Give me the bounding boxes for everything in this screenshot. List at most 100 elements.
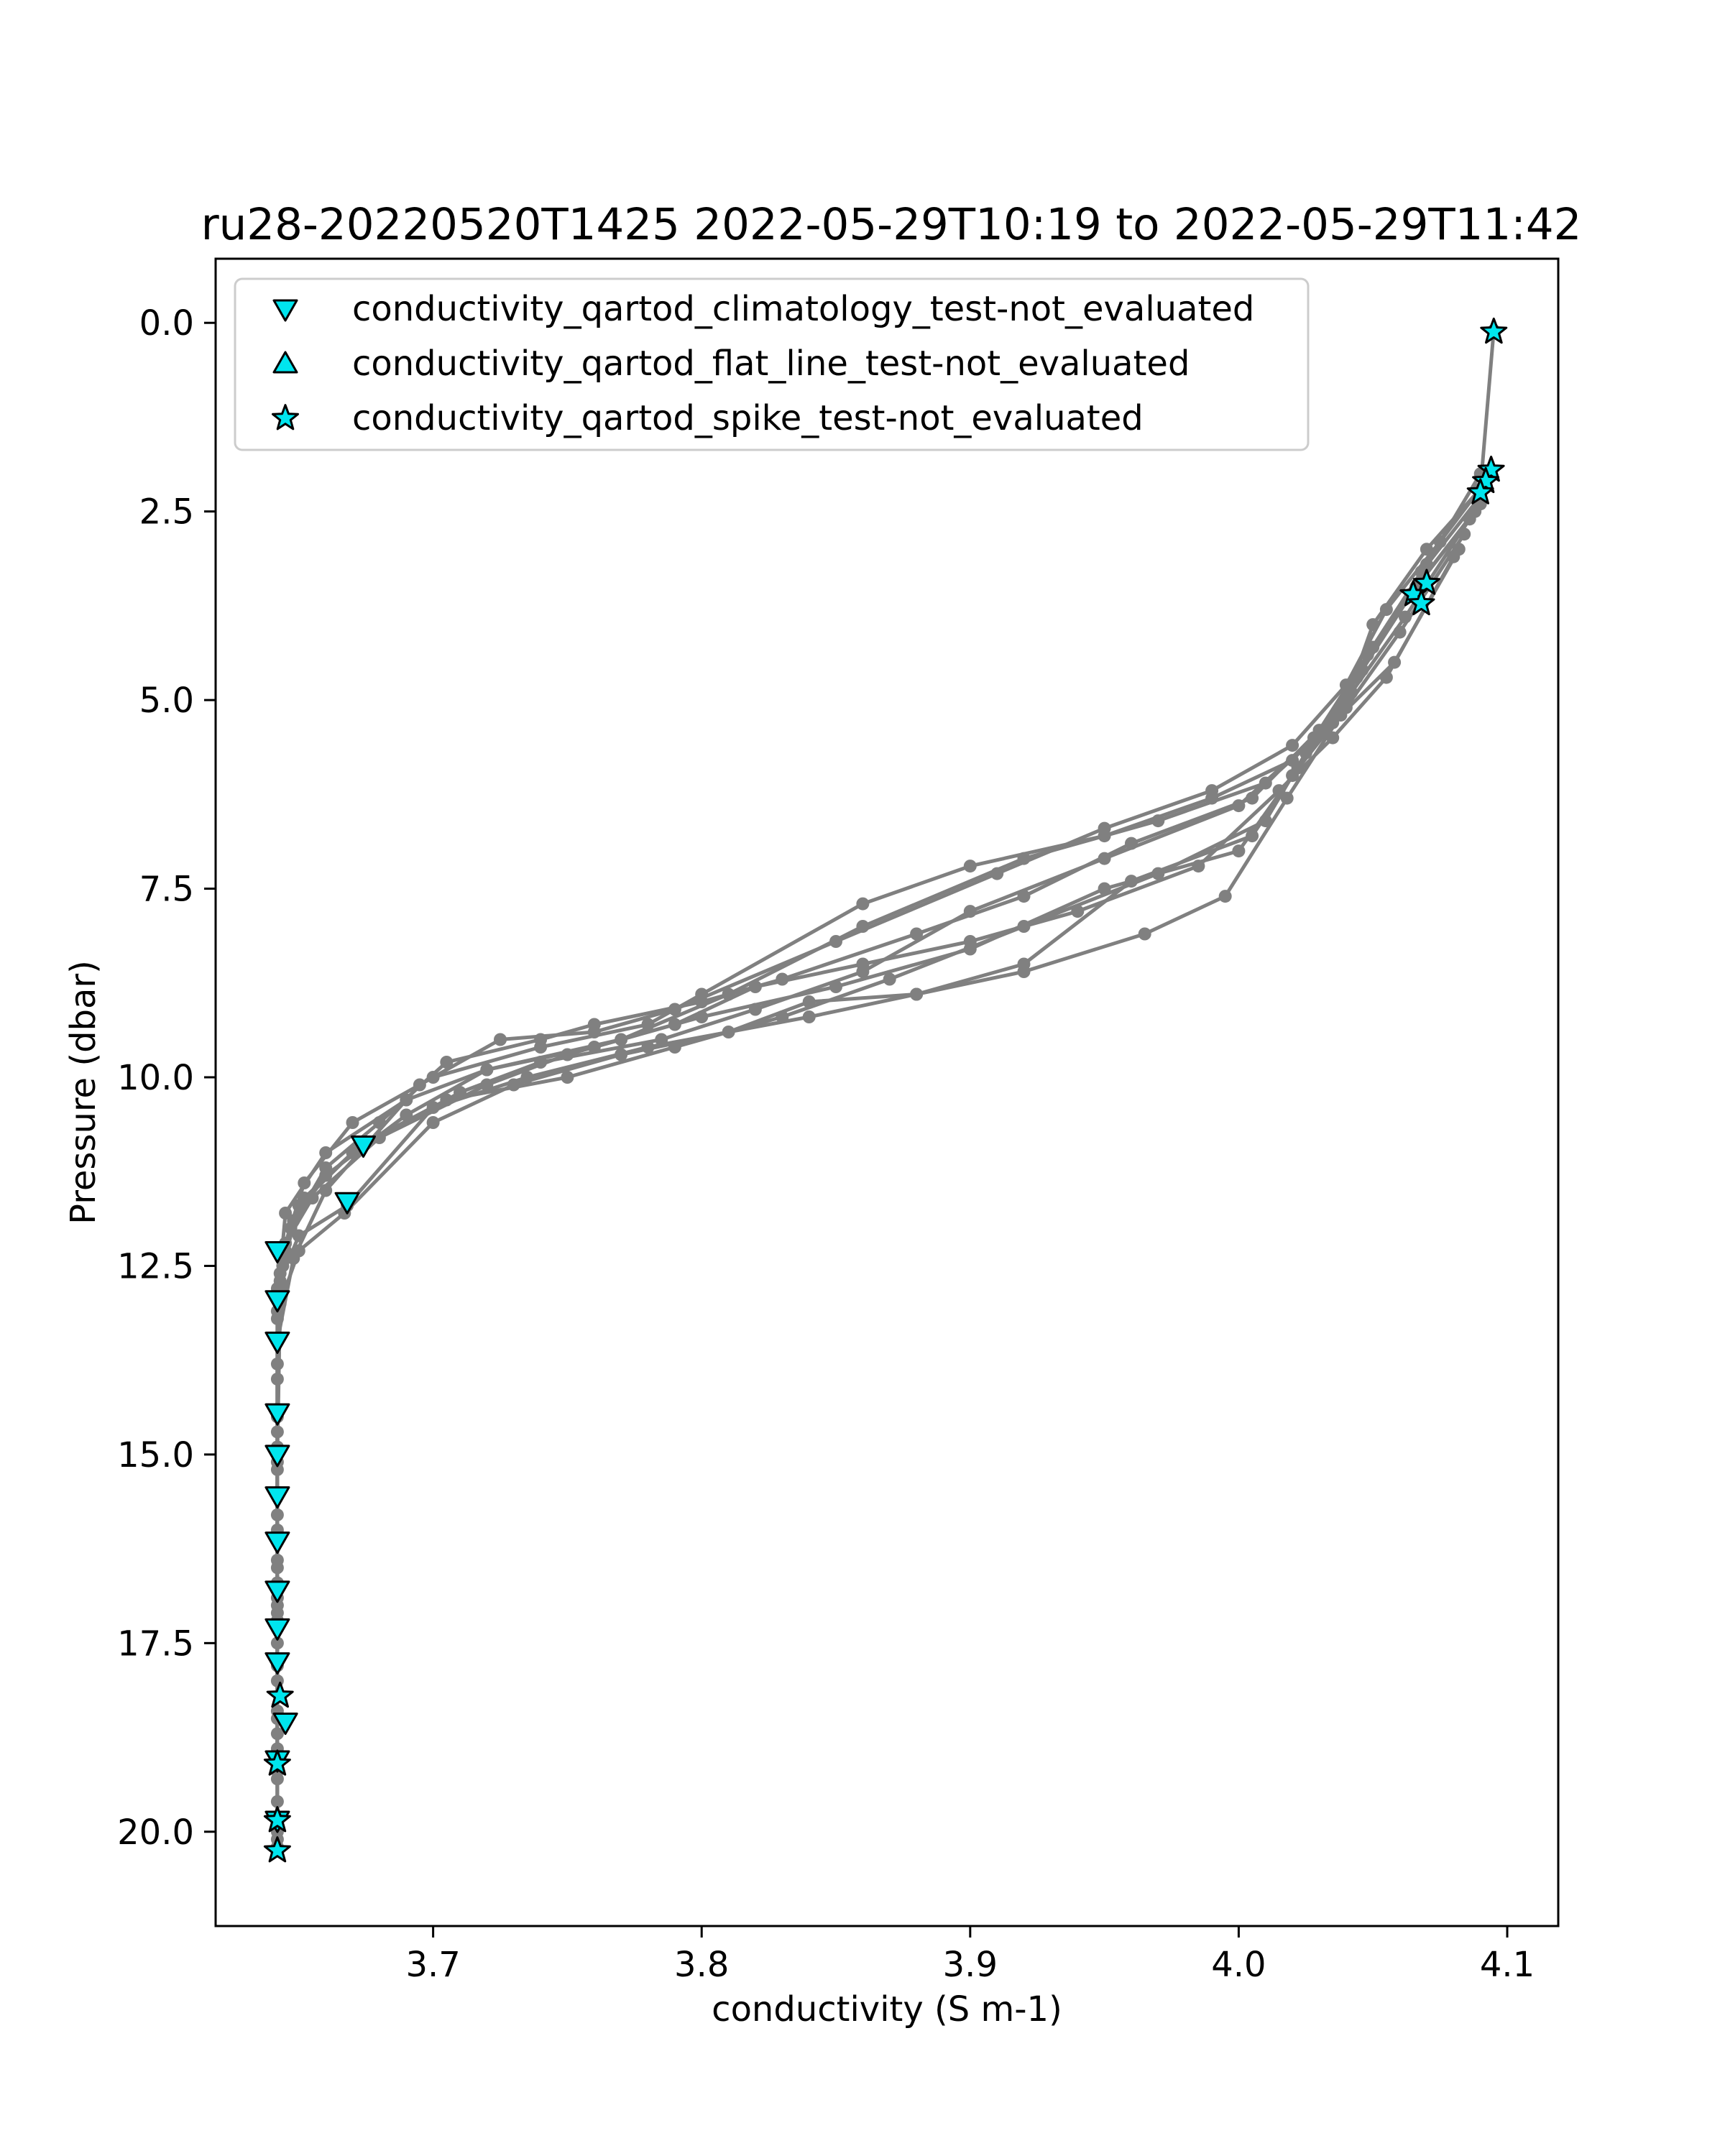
profile-point	[561, 1071, 574, 1084]
profile-point	[1071, 905, 1085, 918]
legend-label: conductivity_qartod_spike_test-not_evalu…	[352, 398, 1144, 438]
profile-point	[1017, 965, 1031, 978]
flag-marker-star	[263, 1836, 291, 1863]
flag-marker-triangle-down	[264, 1652, 290, 1675]
axis-ticks: 3.7 3.8 3.9 4.0 4.1 0.0 2.5 5.0 7.5 10.0 12.5 15.0 1…	[117, 303, 1535, 1985]
flag-marker-star	[1472, 466, 1500, 494]
profile-point	[480, 1078, 494, 1092]
profile-point	[1205, 784, 1219, 798]
flag-marker-star	[263, 1749, 291, 1776]
profile-point	[1098, 852, 1111, 865]
profile-point	[1138, 927, 1151, 941]
profile-point	[1286, 739, 1300, 752]
profile-point	[1379, 603, 1393, 617]
y-tick-label: 17.5	[117, 1623, 194, 1664]
x-axis-label: conductivity (S m-1)	[712, 1989, 1062, 2030]
y-axis-label: Pressure (dbar)	[63, 960, 104, 1225]
flag-marker-star	[266, 1681, 294, 1708]
profile-point	[561, 1048, 574, 1061]
x-tick-label: 3.8	[674, 1945, 729, 1985]
flag-marker-triangle-down	[350, 1135, 376, 1158]
flag-marker-triangle-down	[264, 1580, 290, 1603]
profile-point	[748, 980, 762, 993]
profile-point	[1334, 709, 1348, 722]
profile-point	[668, 1018, 681, 1031]
profile-point	[292, 1229, 305, 1243]
profile-point	[856, 957, 870, 971]
profile-point	[1232, 799, 1246, 813]
x-tick-label: 4.1	[1480, 1945, 1535, 1985]
profile-point	[270, 1795, 284, 1808]
profile-point	[615, 1048, 628, 1061]
y-tick-label: 0.0	[139, 303, 194, 344]
profile-point	[829, 935, 842, 948]
flag-marker-triangle-down	[264, 1445, 290, 1468]
flag-marker-star	[263, 1806, 291, 1833]
profile-point	[1151, 814, 1165, 828]
profile-point	[292, 1244, 305, 1258]
y-tick-label: 2.5	[139, 492, 194, 533]
plot-area	[263, 317, 1508, 1863]
profile-point	[1393, 625, 1407, 639]
profile-point	[305, 1192, 319, 1204]
profile-point	[1272, 784, 1286, 798]
profile-point	[372, 1131, 386, 1144]
x-tick-label: 4.0	[1211, 1945, 1266, 1985]
flag-marker-triangle-down	[264, 1290, 290, 1313]
y-tick-label: 20.0	[117, 1812, 194, 1853]
flag-marker-triangle-down	[272, 1713, 298, 1736]
profile-point	[426, 1116, 440, 1129]
legend: conductivity_qartod_climatology_test-not…	[234, 277, 1310, 451]
profile-point	[534, 1033, 548, 1046]
profile-point	[1458, 528, 1471, 541]
profile-point	[802, 995, 816, 1008]
profile-point	[480, 1063, 494, 1077]
flag-marker-triangle-down	[264, 1403, 290, 1426]
flag-marker-star	[1477, 456, 1505, 482]
legend-label: conductivity_qartod_flat_line_test-not_e…	[352, 344, 1190, 384]
profile-point	[963, 860, 977, 873]
profile-point	[829, 980, 842, 993]
flag-marker-star	[1412, 568, 1440, 595]
profile-point	[270, 1312, 284, 1325]
y-tick-label: 15.0	[117, 1435, 194, 1475]
flag-series-star	[263, 317, 1508, 1863]
profile-point	[1326, 731, 1340, 745]
profile-point	[319, 1146, 333, 1159]
x-tick-label: 3.7	[405, 1945, 460, 1985]
legend-label: conductivity_qartod_climatology_test-not…	[352, 289, 1254, 329]
flag-marker-triangle-down	[334, 1192, 360, 1215]
legend-marker-star	[272, 404, 299, 430]
y-tick-label: 7.5	[139, 870, 194, 910]
flag-marker-triangle-down	[264, 1331, 290, 1354]
flag-marker-triangle-down	[264, 1531, 290, 1554]
profile-point	[440, 1056, 454, 1069]
chart-title: ru28-20220520T1425 2022-05-29T10:19 to 2…	[201, 199, 1582, 250]
axes-frame	[214, 257, 1560, 1927]
flag-marker-triangle-down	[264, 1240, 290, 1263]
profile-point	[1192, 860, 1205, 873]
profile-point	[963, 905, 977, 918]
x-tick-label: 3.9	[943, 1945, 998, 1985]
flag-marker-star	[1466, 478, 1494, 505]
profile-point	[856, 897, 870, 911]
profile-point	[802, 1010, 816, 1023]
profile-point	[910, 987, 924, 1001]
profile-point	[963, 935, 977, 948]
profile-point	[990, 867, 1004, 880]
flag-marker-triangle-down	[264, 1618, 290, 1641]
legend-marker-triangle-up	[272, 351, 298, 374]
profile-point	[346, 1116, 359, 1129]
profile-point	[319, 1169, 333, 1182]
legend-marker-triangle-down	[272, 299, 298, 322]
profile-point	[1379, 671, 1393, 684]
flag-marker-triangle-down	[264, 1486, 290, 1509]
flag-marker-star	[1480, 317, 1508, 344]
flag-marker-star	[1407, 589, 1435, 616]
profile-point	[587, 1018, 601, 1031]
profile-point	[494, 1033, 507, 1046]
profile-point	[372, 1116, 386, 1129]
y-tick-label: 10.0	[117, 1058, 194, 1098]
profile-point	[1098, 821, 1111, 835]
